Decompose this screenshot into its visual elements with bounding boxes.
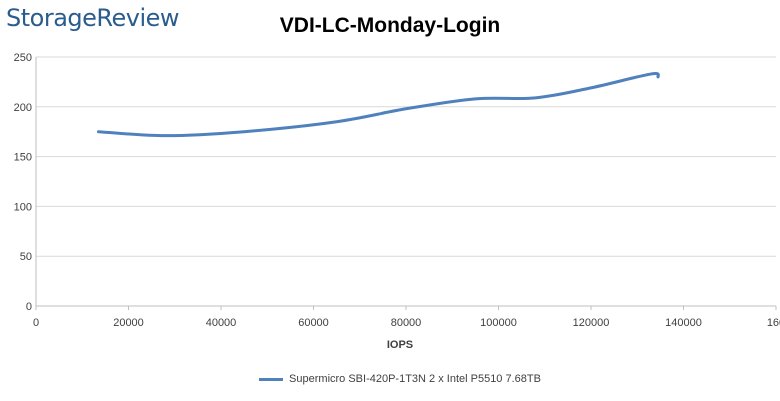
y-tick-label-250: 250 xyxy=(14,52,32,64)
x-tick-label-40000: 40000 xyxy=(206,317,237,329)
y-tick-label-50: 50 xyxy=(20,251,32,263)
x-tick-label-60000: 60000 xyxy=(298,317,329,329)
x-tick-label-120000: 120000 xyxy=(573,317,610,329)
x-tick-label-140000: 140000 xyxy=(665,317,702,329)
series-line-0 xyxy=(96,72,660,138)
y-tick-label-150: 150 xyxy=(14,152,32,164)
legend-swatch xyxy=(259,377,284,381)
y-tick-labels: 0 50 100 150 200 250 xyxy=(14,52,32,313)
chart-title: VDI-LC-Monday-Login xyxy=(279,14,501,37)
series-lines xyxy=(96,72,660,138)
x-tick-labels: 0 20000 40000 60000 80000 100000 120000 140000 1… xyxy=(33,317,780,329)
x-tick-label-0: 0 xyxy=(33,317,39,329)
legend-label: Supermicro SBI-420P-1T3N 2 x Intel P5510… xyxy=(289,373,541,385)
grid-lines xyxy=(36,56,776,257)
axes xyxy=(35,57,777,310)
x-tick-label-160000: 160 xyxy=(767,317,780,329)
storagereview-logo: StorageReview xyxy=(6,4,180,32)
y-tick-label-100: 100 xyxy=(14,201,32,213)
legend: Supermicro SBI-420P-1T3N 2 x Intel P5510… xyxy=(0,373,780,385)
y-tick-label-200: 200 xyxy=(14,102,32,114)
x-tick-label-100000: 100000 xyxy=(480,317,517,329)
y-tick-label-0: 0 xyxy=(26,301,32,313)
x-axis-label: IOPS xyxy=(386,339,414,351)
x-tick-label-20000: 20000 xyxy=(113,317,144,329)
x-tick-label-80000: 80000 xyxy=(391,317,422,329)
